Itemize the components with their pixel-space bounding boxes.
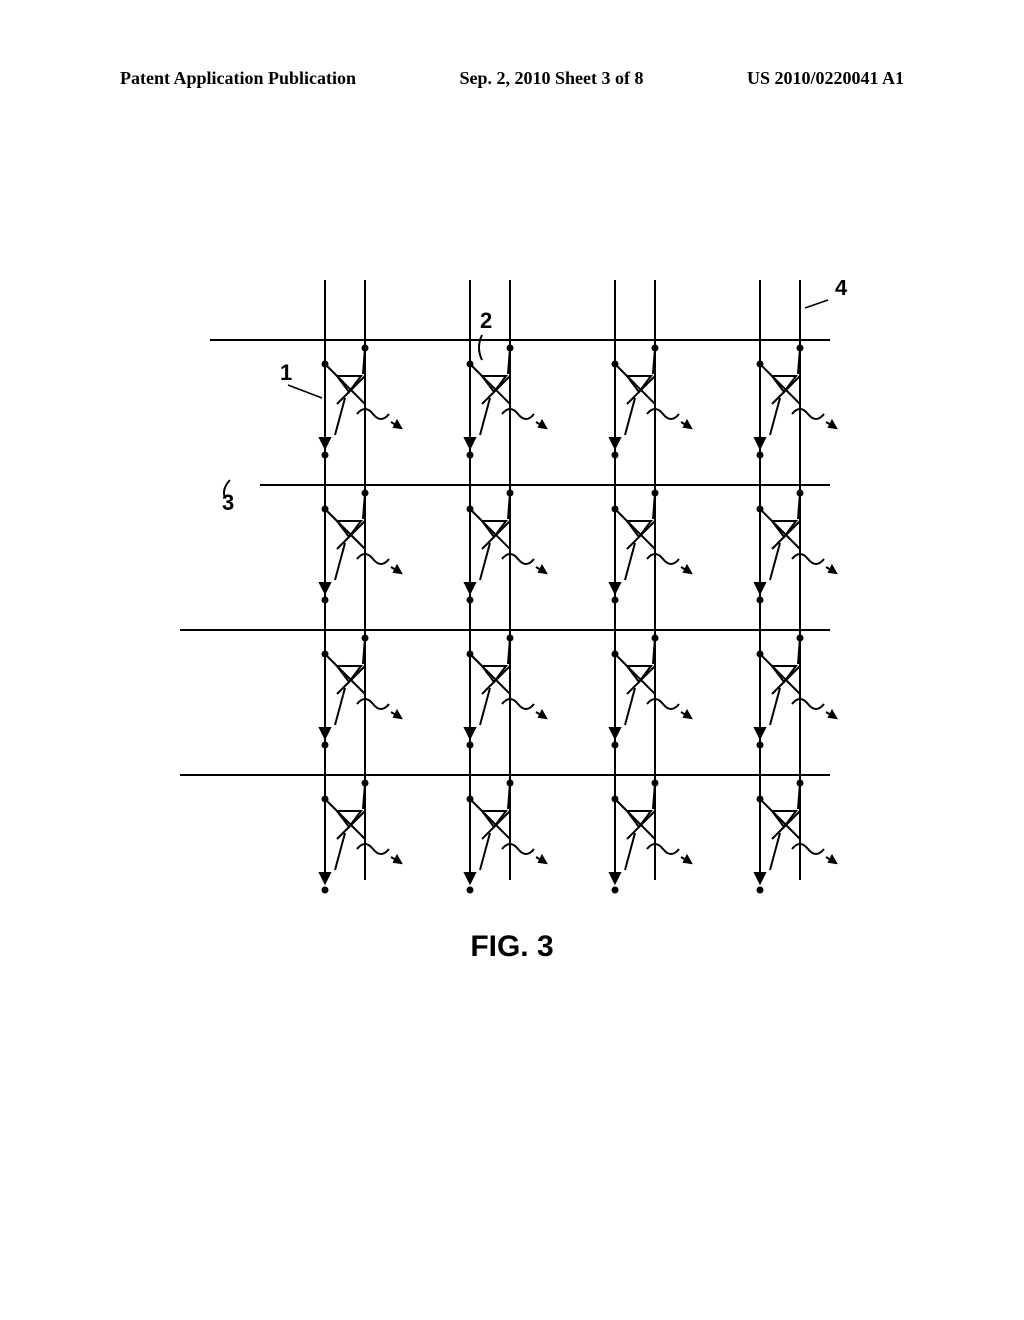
svg-text:2: 2 bbox=[480, 308, 492, 333]
figure-3-container: 1234 bbox=[150, 280, 850, 920]
header-publication: Patent Application Publication bbox=[120, 68, 356, 89]
figure-caption: FIG. 3 bbox=[0, 930, 1024, 964]
header-date-sheet: Sep. 2, 2010 Sheet 3 of 8 bbox=[460, 68, 644, 89]
figure-3-svg: 1234 bbox=[150, 280, 850, 920]
svg-text:4: 4 bbox=[835, 280, 848, 300]
page-header: Patent Application Publication Sep. 2, 2… bbox=[0, 68, 1024, 89]
svg-text:1: 1 bbox=[280, 360, 292, 385]
header-patent-number: US 2010/0220041 A1 bbox=[747, 68, 904, 89]
